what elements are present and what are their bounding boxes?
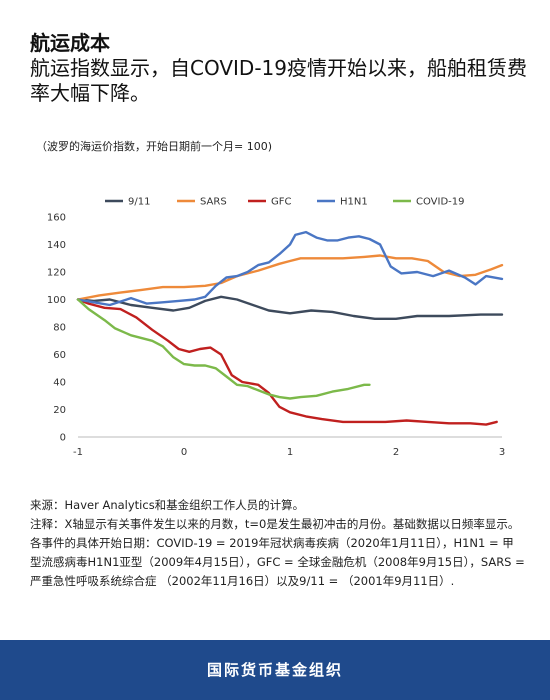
x-tick-label: -1 [73,447,83,458]
y-tick-label: 80 [53,323,66,334]
chart-legend: 9/11 SARS GFC H1N1 COVID-19 [105,197,465,208]
y-tick-label: 120 [47,268,66,279]
legend-label: H1N1 [340,197,368,208]
chart-series [76,230,504,426]
x-tick-label: 2 [393,447,399,458]
chart-footnotes: 来源：Haver Analytics和基金组织工作人员的计算。 注释：X轴显示有… [30,496,525,591]
series-line-sars [76,254,504,301]
y-tick-label: 140 [47,240,66,251]
legend-label: GFC [271,197,292,208]
y-tick-label: 0 [60,433,66,444]
legend-label: 9/11 [128,197,150,208]
legend-label: COVID-19 [416,197,465,208]
imf-brand: 国际货币基金组织 [206,661,343,679]
x-tick-label: 3 [499,447,505,458]
series-line-h1n1 [76,230,504,307]
y-tick-label: 160 [47,213,66,224]
x-tick-label: 0 [181,447,187,458]
series-line-9-11 [76,295,504,320]
footer-banner: 国际货币基金组织 [0,640,550,700]
series-line-gfc [76,298,498,426]
y-tick-label: 100 [47,295,66,306]
legend-label: SARS [200,197,227,208]
chart-title: 航运成本 [30,31,110,55]
explanation-note: 注释：X轴显示有关事件发生以来的月数，t=0是发生最初冲击的月份。基础数据以日频… [30,517,525,588]
y-tick-label: 60 [53,350,66,361]
line-chart: 9/11 SARS GFC H1N1 COVID-19 0204060801001201… [47,197,505,459]
y-tick-label: 20 [53,405,66,416]
series-line-covid-19 [76,298,371,400]
chart-note: （波罗的海运价指数，开始日期前一个月= 100) [36,140,272,153]
source-note: 来源：Haver Analytics和基金组织工作人员的计算。 [30,498,305,512]
chart-subtitle: 航运指数显示，自COVID-19疫情开始以来，船舶租赁费率大幅下降。 [30,56,528,105]
y-tick-label: 40 [53,378,66,389]
x-tick-label: 1 [287,447,293,458]
chart-axes: 0 20 40 60 80 100 120 140 160 -1 0 1 2 3 [47,213,505,459]
